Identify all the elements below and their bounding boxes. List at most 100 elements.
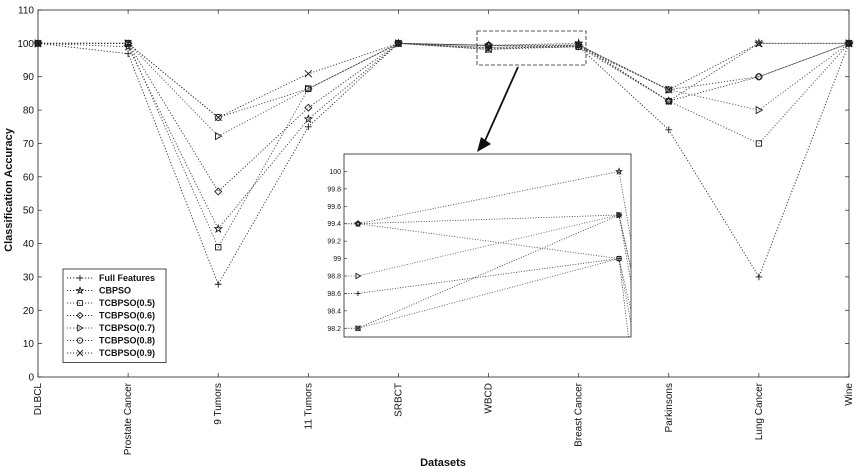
x-tick-label-breast-cancer: Breast Cancer: [574, 382, 585, 447]
inset-line-cbpso: [344, 170, 631, 244]
legend-entry-tcbpso-0-6: TCBPSO(0.6): [67, 311, 155, 321]
inset-y-tick-label: 99.4: [327, 221, 341, 228]
point-tcbpso-0-6-parkinsons: [664, 97, 673, 106]
point-tcbpso-0-8-wine: [845, 39, 853, 47]
inset-y-tick-label: 98.4: [327, 308, 341, 315]
point-tcbpso-0-9-prostate-cancer: [124, 39, 132, 48]
point-tcbpso-0-5-9-tumors: [215, 244, 222, 251]
legend-label: TCBPSO(0.8): [99, 336, 155, 346]
point-tcbpso-0-8-11-tumors: [304, 85, 312, 93]
point-tcbpso-0-9-9-tumors: [214, 113, 222, 122]
y-tick-label: 40: [23, 239, 35, 250]
x-tick-label-parkinsons: Parkinsons: [664, 383, 675, 432]
legend-label: TCBPSO(0.7): [99, 323, 155, 333]
inset-y-tick-label: 98.8: [327, 274, 341, 281]
legend: Full Features CBPSO TCBPSO(0.5) TCBPSO(0.6)…: [62, 268, 167, 363]
inset-plot: 98.2 98.4 98.6 98.8 99 99.2 99.4 99.6 99.8 100: [327, 30, 632, 338]
point-cbpso-11-tumors: [303, 114, 314, 124]
y-tick-label: 10: [23, 339, 35, 350]
point-tcbpso-0-8-wbcd: [485, 41, 493, 49]
x-tick-label-wbcd: WBCD: [484, 383, 495, 414]
zoom-box: [476, 30, 587, 66]
legend-marker-cbpso: [75, 285, 85, 295]
legend-entry-tcbpso-0-9: TCBPSO(0.9): [67, 348, 155, 358]
series-line-tcbpso-0-5: [38, 42, 850, 249]
point-full-features-9-tumors: [214, 280, 222, 288]
inset-line-full-features: [344, 258, 629, 337]
legend-label: TCBPSO(0.9): [99, 348, 155, 358]
x-tick-label-prostate-cancer: Prostate Cancer: [123, 382, 134, 455]
legend-marker-tcbpso-0-8: [76, 337, 84, 344]
legend-marker-tcbpso-0-5: [77, 300, 83, 306]
legend-entry-tcbpso-0-5: TCBPSO(0.5): [67, 298, 155, 308]
inset-line-tcbpso-0-8: [344, 223, 631, 313]
inset-y-tick-label: 99.2: [327, 239, 341, 246]
inset-point-tcbpso-0-9-a: [355, 325, 361, 332]
point-tcbpso-0-7-9-tumors: [215, 131, 223, 141]
inset-y-tick-label: 99.8: [327, 186, 341, 193]
point-tcbpso-0-9-dlbcl: [34, 39, 42, 48]
x-tick-label-9-tumors: 9 Tumors: [213, 383, 224, 425]
inset-y-tick-label: 99: [333, 256, 341, 263]
y-tick-label: 80: [23, 106, 35, 117]
inset-series-tcbpso-0-7: [344, 211, 631, 280]
zoom-arrow-shaft: [483, 66, 519, 144]
legend-marker-tcbpso-0-6: [76, 311, 84, 320]
legend-label: Full Features: [99, 273, 155, 283]
series-tcbpso-0-9: [34, 39, 853, 122]
legend-marker-tcbpso-0-9: [76, 349, 84, 357]
point-tcbpso-0-8-lung-cancer: [755, 73, 763, 81]
point-full-features-lung-cancer: [755, 273, 763, 281]
main-plot: 0 10 20 30 40 50 60 70 80 90 100 110 DLBCL Prostate C…: [17, 6, 855, 456]
y-tick-label: 20: [23, 306, 35, 317]
point-tcbpso-0-9-11-tumors: [304, 70, 313, 78]
x-tick-label-lung-cancer: Lung Cancer: [754, 382, 765, 440]
point-full-features-11-tumors: [304, 123, 312, 131]
point-tcbpso-0-8-parkinsons: [665, 86, 673, 94]
inset-series-tcbpso-0-9: [344, 212, 631, 332]
y-tick-label: 0: [28, 373, 34, 384]
inset-y-tick-label: 98.6: [327, 291, 341, 298]
point-tcbpso-0-6-11-tumors: [304, 103, 313, 112]
inset-y-tick-label: 99.6: [327, 204, 341, 211]
inset-line-tcbpso-0-7: [344, 214, 631, 277]
x-tick-label-dlbcl: DLBCL: [33, 383, 44, 416]
inset-point-tcbpso-0-7-b: [616, 211, 623, 219]
point-tcbpso-0-7-lung-cancer: [755, 105, 764, 115]
legend-marker-full-features: [77, 275, 83, 281]
series-tcbpso-0-8: [34, 39, 853, 121]
series-line-tcbpso-0-8: [38, 42, 850, 118]
point-tcbpso-0-5-lung-cancer: [755, 140, 763, 147]
inset-point-tcbpso-0-9-b: [616, 212, 622, 218]
point-tcbpso-0-9-lung-cancer: [755, 39, 763, 48]
legend-label: CBPSO: [99, 286, 131, 296]
point-full-features-prostate-cancer: [124, 50, 132, 58]
x-tick-label-srbct: SRBCT: [393, 383, 404, 417]
point-cbpso-lung-cancer: [754, 38, 764, 48]
legend-frame: [62, 268, 167, 363]
plot-frame: [37, 9, 850, 378]
legend-label: TCBPSO(0.6): [99, 311, 155, 321]
x-tick-label-wine: Wine: [844, 383, 855, 406]
inset-series-group: [344, 167, 631, 337]
y-tick-label: 90: [23, 72, 35, 83]
point-tcbpso-0-6-9-tumors: [214, 187, 223, 196]
series-line-tcbpso-0-9: [38, 42, 849, 118]
series-line-full-features: [37, 42, 850, 286]
legend-marker-tcbpso-0-7: [77, 324, 84, 332]
point-tcbpso-0-9-srbct: [394, 39, 403, 48]
inset-y-tick-label: 100: [329, 169, 341, 176]
point-cbpso-9-tumors: [213, 223, 224, 233]
y-tick-label: 70: [23, 139, 35, 150]
y-tick-label: 30: [23, 272, 35, 283]
point-tcbpso-0-9-parkinsons: [665, 86, 673, 94]
inset-point-cbpso-b: [615, 167, 623, 175]
x-tick-label-11-tumors: 11 Tumors: [303, 383, 314, 430]
zoom-arrow-head: [477, 137, 491, 152]
series-tcbpso-0-7: [34, 39, 854, 141]
y-tick-label: 60: [23, 172, 35, 183]
inset-point-tcbpso-0-8-a: [355, 220, 361, 227]
legend-entry-cbpso: CBPSO: [67, 286, 131, 296]
x-axis-label: Datasets: [420, 457, 466, 469]
